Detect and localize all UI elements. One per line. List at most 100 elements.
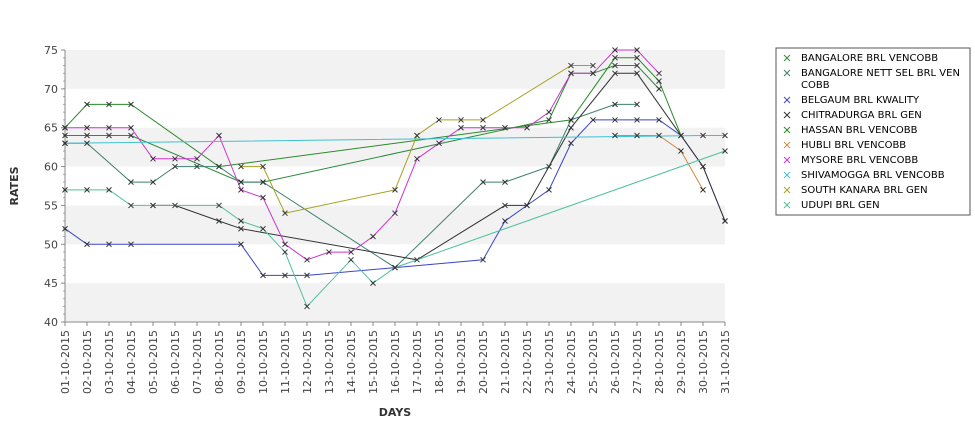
y-tick-label: 55 — [44, 199, 58, 212]
grid-band — [65, 205, 725, 245]
data-point — [546, 187, 552, 193]
data-point — [480, 124, 486, 131]
legend-item: MYSORE BRL VENCOBB — [783, 155, 918, 166]
x-tick-label: 02-10-2015 — [81, 330, 94, 394]
data-point — [546, 109, 552, 116]
data-point — [392, 264, 398, 271]
data-point — [106, 241, 112, 248]
legend-label: MYSORE BRL VENCOBB — [801, 155, 918, 166]
x-tick-label: 16-10-2015 — [389, 330, 402, 394]
legend-box — [775, 47, 971, 216]
series-line-1 — [65, 103, 637, 269]
data-point — [568, 62, 574, 69]
data-point — [326, 249, 332, 255]
data-point — [722, 148, 728, 154]
x-tick-label: 06-10-2015 — [169, 330, 182, 394]
data-point — [304, 256, 310, 263]
data-point — [612, 117, 618, 123]
data-point — [524, 124, 530, 131]
y-tick-label: 75 — [44, 44, 58, 57]
data-point — [546, 117, 552, 123]
data-point — [480, 179, 486, 185]
data-point — [612, 132, 618, 139]
legend-label: CHITRADURGA BRL GEN — [801, 110, 922, 121]
y-tick-label: 60 — [44, 161, 58, 174]
x-axis-ticks: 01-10-2015 02-10-2015 03-10-2015 04-10-2015… — [59, 322, 732, 394]
data-point — [568, 117, 574, 123]
legend-marker — [783, 186, 791, 194]
x-tick-label: 30-10-2015 — [697, 330, 710, 394]
data-point — [128, 202, 134, 209]
data-point — [568, 70, 574, 77]
grid-band — [65, 283, 725, 322]
series-line-8 — [241, 65, 593, 214]
data-point — [524, 202, 530, 209]
grid-band — [65, 127, 725, 167]
x-tick-label: 17-10-2015 — [411, 330, 424, 394]
data-point — [84, 187, 90, 193]
x-tick-label: 10-10-2015 — [257, 330, 270, 394]
data-point — [304, 303, 310, 310]
y-tick-label: 40 — [44, 316, 58, 329]
legend-item: CHITRADURGA BRL GEN — [783, 110, 922, 121]
plot-background — [65, 50, 725, 322]
series-line-0 — [65, 65, 660, 183]
legend-marker — [783, 126, 791, 134]
legend-marker — [783, 54, 791, 62]
y-tick-label: 70 — [44, 83, 58, 96]
data-point — [260, 179, 266, 185]
legend-label: COBB — [801, 80, 830, 91]
data-point — [84, 140, 90, 147]
data-point — [238, 241, 244, 248]
data-point — [238, 187, 244, 193]
grid-bands — [65, 50, 725, 322]
data-point — [370, 233, 376, 240]
data-point — [128, 241, 134, 248]
x-tick-label: 18-10-2015 — [433, 330, 446, 394]
data-point — [128, 101, 134, 108]
x-tick-label: 03-10-2015 — [103, 330, 116, 394]
data-point — [84, 124, 90, 131]
data-point — [656, 132, 662, 139]
data-point — [678, 132, 684, 139]
y-tick-label: 50 — [44, 238, 58, 251]
legend-label: BANGALORE BRL VENCOBB — [801, 53, 938, 64]
data-point — [502, 202, 508, 209]
x-tick-label: 07-10-2015 — [191, 330, 204, 394]
y-tick-label: 65 — [44, 122, 58, 135]
data-point — [62, 187, 68, 193]
data-point — [84, 241, 90, 248]
data-point — [700, 187, 706, 193]
x-tick-label: 05-10-2015 — [147, 330, 160, 394]
y-axis-title: RATES — [8, 166, 21, 205]
legend-label: SHIVAMOGGA BRL VENCOBB — [801, 170, 945, 181]
data-point — [590, 62, 596, 69]
legend-marker — [783, 141, 791, 149]
data-point — [172, 155, 178, 162]
legend: BANGALORE BRL VENCOBB BANGALORE NETT SEL … — [775, 47, 971, 216]
x-tick-label: 01-10-2015 — [59, 330, 72, 394]
x-tick-label: 23-10-2015 — [543, 330, 556, 394]
x-axis-title: DAYS — [379, 406, 412, 419]
x-tick-label: 08-10-2015 — [213, 330, 226, 394]
data-point — [392, 210, 398, 217]
data-point — [150, 155, 156, 162]
x-tick-label: 09-10-2015 — [235, 330, 248, 394]
data-point — [128, 124, 134, 131]
series-line-2 — [64, 119, 726, 276]
data-point — [260, 272, 266, 279]
data-point — [414, 155, 420, 162]
x-tick-label: 24-10-2015 — [565, 330, 578, 394]
data-point — [216, 132, 222, 139]
data-point — [634, 54, 640, 61]
data-point — [414, 132, 420, 139]
data-point — [106, 187, 112, 193]
data-point — [282, 210, 288, 217]
legend-marker — [783, 69, 791, 77]
legend-item: BANGALORE BRL VENCOBB — [783, 53, 938, 64]
data-point — [150, 179, 156, 185]
data-point — [590, 117, 596, 123]
legend-label: SOUTH KANARA BRL GEN — [801, 185, 928, 196]
series-line-9 — [65, 150, 726, 308]
